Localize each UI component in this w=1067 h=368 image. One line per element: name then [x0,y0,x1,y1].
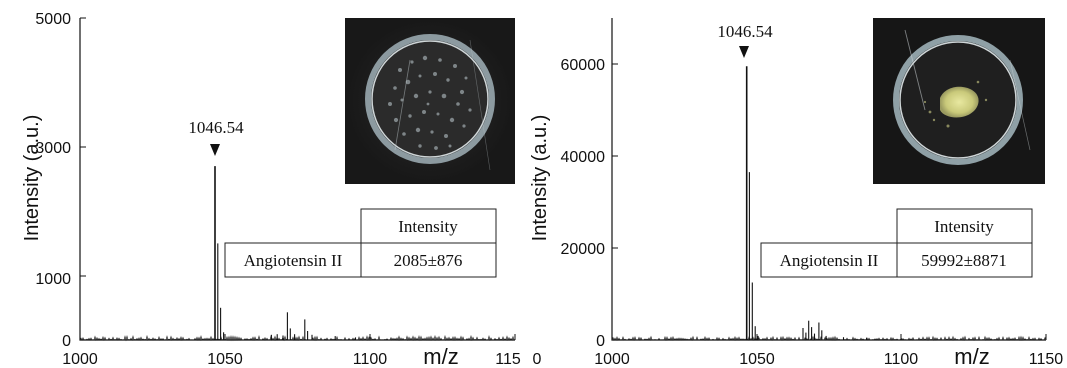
left-x-tick-label-1100: 1100 [353,351,388,368]
left-y-tick-labels: 5000 3000 1000 0 [35,11,71,350]
left-intensity-table: Intensity Angiotensin II 2085±876 [224,208,497,278]
left-inset-photo [345,18,515,184]
right-peak-marker [739,46,749,58]
right-y-tick-label-60000: 60000 [561,57,606,74]
left-ticks [80,17,516,340]
left-x-tick-label-0: 0 [533,351,542,368]
right-x-tick-label-1150: 1150 [1029,351,1064,368]
left-y-tick-label-0: 0 [62,333,71,350]
right-x-tick-labels: 1000 1050 1100 1150 [594,351,1063,368]
left-x-axis-label: m/z [423,344,458,368]
left-x-tick-label-115: 115 [495,351,521,368]
left-peak-marker [210,144,220,156]
left-panel: Intensity (a.u.) 5000 3000 1000 0 1000 1… [21,11,542,368]
right-panel: Intensity (a.u.) 60000 40000 20000 0 100… [529,18,1063,368]
right-inset-speckles [923,80,988,128]
left-x-tick-label-1050: 1050 [207,351,243,368]
left-y-tick-label-5000: 5000 [35,11,71,28]
right-x-tick-label-1100: 1100 [884,351,919,368]
right-intensity-table: Intensity Angiotensin II 59992±8871 [760,208,1033,278]
left-y-axis-label: Intensity (a.u.) [21,115,43,242]
right-y-tick-label-0: 0 [596,333,605,350]
right-y-tick-labels: 60000 40000 20000 0 [561,57,606,350]
left-table-header: Intensity [398,217,458,236]
left-table-row-value: 2085±876 [394,251,463,270]
left-peak-label: 1046.54 [188,118,244,137]
left-y-tick-label-3000: 3000 [35,140,71,157]
right-x-axis-label: m/z [954,344,989,368]
right-inset-photo [873,18,1045,184]
right-y-axis-label: Intensity (a.u.) [529,115,551,242]
right-x-tick-label-1000: 1000 [594,351,630,368]
right-spectrum [611,66,1047,342]
right-table-row-label: Angiotensin II [780,251,879,270]
left-inset-crystals [388,55,472,150]
right-inset-deposit [940,86,979,118]
right-y-tick-label-40000: 40000 [561,149,606,166]
right-ticks [612,63,1047,340]
left-x-tick-label-1000: 1000 [62,351,98,368]
right-table-row-value: 59992±8871 [921,251,1007,270]
right-table-header: Intensity [934,217,994,236]
right-peak-label: 1046.54 [717,22,773,41]
left-y-tick-label-1000: 1000 [35,271,71,288]
left-table-row-label: Angiotensin II [244,251,343,270]
left-x-tick-labels: 1000 1050 1100 115 0 [62,351,541,368]
right-y-tick-label-20000: 20000 [561,241,606,258]
right-x-tick-label-1050: 1050 [739,351,775,368]
